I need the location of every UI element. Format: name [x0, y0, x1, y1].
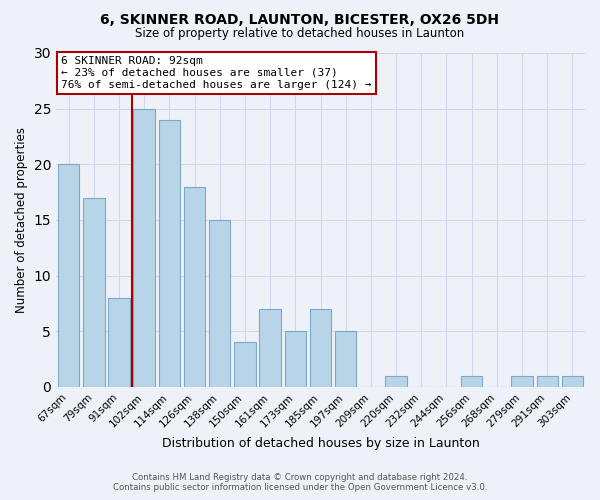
- Text: 6 SKINNER ROAD: 92sqm
← 23% of detached houses are smaller (37)
76% of semi-deta: 6 SKINNER ROAD: 92sqm ← 23% of detached …: [61, 56, 372, 90]
- Text: 6, SKINNER ROAD, LAUNTON, BICESTER, OX26 5DH: 6, SKINNER ROAD, LAUNTON, BICESTER, OX26…: [101, 12, 499, 26]
- X-axis label: Distribution of detached houses by size in Launton: Distribution of detached houses by size …: [161, 437, 479, 450]
- Y-axis label: Number of detached properties: Number of detached properties: [15, 127, 28, 313]
- Bar: [385, 376, 407, 387]
- Bar: [562, 376, 583, 387]
- Text: Size of property relative to detached houses in Launton: Size of property relative to detached ho…: [136, 28, 464, 40]
- Text: Contains HM Land Registry data © Crown copyright and database right 2024.
Contai: Contains HM Land Registry data © Crown c…: [113, 473, 487, 492]
- Bar: [310, 309, 331, 387]
- Bar: [83, 198, 104, 387]
- Bar: [158, 120, 180, 387]
- Bar: [536, 376, 558, 387]
- Bar: [109, 298, 130, 387]
- Bar: [335, 332, 356, 387]
- Bar: [133, 108, 155, 387]
- Bar: [259, 309, 281, 387]
- Bar: [209, 220, 230, 387]
- Bar: [284, 332, 306, 387]
- Bar: [184, 186, 205, 387]
- Bar: [461, 376, 482, 387]
- Bar: [234, 342, 256, 387]
- Bar: [58, 164, 79, 387]
- Bar: [511, 376, 533, 387]
